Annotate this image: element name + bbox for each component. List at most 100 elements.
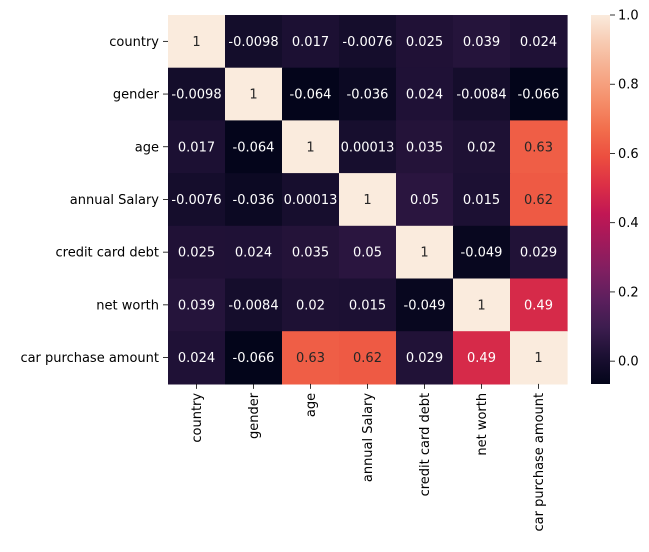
heatmap-cell — [453, 225, 511, 280]
cell-annotation: -0.066 — [518, 88, 560, 103]
cell-annotation: -0.049 — [404, 298, 446, 313]
cell-annotation: -0.0084 — [456, 88, 506, 103]
cell-annotation: 0.029 — [406, 351, 443, 366]
cell-annotation: 0.00013 — [341, 140, 395, 155]
colorbar-ticks: 0.0 0.2 0.4 0.6 0.8 1.0 — [610, 9, 639, 370]
x-tick-label: country — [190, 393, 205, 443]
heatmap-cell — [453, 278, 511, 332]
heatmap-cell — [168, 120, 226, 174]
y-axis: country gender age annual Salary credit card… — [20, 35, 168, 366]
heatmap-cell — [225, 67, 283, 121]
heatmap-cell — [168, 173, 226, 227]
heatmap-cell — [225, 173, 283, 227]
cell-annotations: 1 -0.0098 0.017 -0.0076 0.025 0.039 0.024 -0.00… — [171, 35, 559, 366]
cell-annotation: 0.035 — [292, 246, 329, 261]
heatmap-cell — [339, 67, 397, 121]
x-tick-label: net worth — [475, 393, 490, 456]
heatmap-cell — [282, 120, 340, 174]
cell-annotation: 1 — [534, 351, 542, 366]
cell-annotation: 0.024 — [235, 246, 272, 261]
x-tick-label: car purchase amount — [532, 393, 547, 532]
heatmap-cell — [510, 225, 568, 280]
heatmap-cell — [168, 67, 226, 121]
cell-annotation: 0.029 — [520, 246, 557, 261]
heatmap-cell — [510, 15, 568, 69]
cell-annotation: 0.63 — [296, 351, 325, 366]
colorbar-tick-label: 0.4 — [618, 216, 639, 231]
cell-annotation: 0.035 — [406, 140, 443, 155]
heatmap-cell — [168, 15, 226, 69]
cell-annotation: 0.49 — [524, 298, 553, 313]
heatmap-cell — [510, 67, 568, 121]
colorbar-tick-label: 1.0 — [618, 9, 639, 24]
heatmap-cell — [339, 225, 397, 280]
cell-annotation: 0.039 — [463, 35, 500, 50]
cell-annotation: 1 — [306, 140, 314, 155]
heatmap-cell — [282, 15, 340, 69]
cell-annotation: 0.017 — [178, 140, 215, 155]
cell-annotation: 1 — [420, 246, 428, 261]
cell-annotation: 0.025 — [406, 35, 443, 50]
cell-annotation: -0.0084 — [228, 298, 278, 313]
x-tick-label: credit card debt — [418, 393, 433, 497]
heatmap-cell — [453, 331, 511, 385]
colorbar: 0.0 0.2 0.4 0.6 0.8 1.0 — [591, 9, 639, 384]
heatmap-cell — [282, 331, 340, 385]
cell-annotation: 1 — [192, 35, 200, 50]
cell-annotation: -0.064 — [290, 88, 332, 103]
colorbar-tick-label: 0.0 — [618, 355, 639, 370]
y-tick-label: country — [109, 35, 159, 50]
cell-annotation: 1 — [249, 88, 257, 103]
heatmap-cell — [339, 173, 397, 227]
cell-annotation: 0.017 — [292, 35, 329, 50]
x-tick-label: age — [304, 393, 319, 417]
heatmap-cell — [510, 120, 568, 174]
heatmap-cell — [396, 331, 454, 385]
colorbar-tick-label: 0.2 — [618, 285, 639, 300]
heatmap-cell — [339, 331, 397, 385]
y-tick-label: car purchase amount — [20, 351, 159, 366]
heatmap-cells — [168, 15, 568, 385]
cell-annotation: -0.066 — [233, 351, 275, 366]
cell-annotation: 0.02 — [296, 298, 325, 313]
cell-annotation: 0.62 — [524, 193, 553, 208]
cell-annotation: -0.036 — [347, 88, 389, 103]
cell-annotation: -0.0098 — [171, 88, 221, 103]
x-tick-label: annual Salary — [361, 393, 376, 483]
cell-annotation: 0.02 — [467, 140, 496, 155]
cell-annotation: -0.036 — [233, 193, 275, 208]
cell-annotation: 0.025 — [178, 246, 215, 261]
heatmap-cell — [225, 225, 283, 280]
y-tick-label: annual Salary — [70, 193, 160, 208]
cell-annotation: 0.05 — [353, 246, 382, 261]
heatmap-cell — [396, 225, 454, 280]
cell-annotation: 1 — [363, 193, 371, 208]
cell-annotation: 0.63 — [524, 140, 553, 155]
heatmap-cell — [168, 331, 226, 385]
cell-annotation: -0.0076 — [342, 35, 392, 50]
colorbar-tick-label: 0.8 — [618, 78, 639, 93]
heatmap-cell — [339, 120, 397, 174]
cell-annotation: 0.024 — [520, 35, 557, 50]
cell-annotation: -0.0098 — [228, 35, 278, 50]
heatmap-cell — [225, 120, 283, 174]
x-tick-label: gender — [247, 392, 262, 439]
y-tick-label: net worth — [96, 298, 159, 313]
heatmap-cell — [453, 15, 511, 69]
heatmap-cell — [396, 15, 454, 69]
heatmap-cell — [225, 331, 283, 385]
heatmap-cell — [282, 67, 340, 121]
cell-annotation: 0.039 — [178, 298, 215, 313]
y-tick-label: credit card debt — [55, 246, 159, 261]
heatmap-cell — [339, 15, 397, 69]
cell-annotation: 0.00013 — [284, 193, 338, 208]
heatmap-cell — [510, 173, 568, 227]
heatmap-cell — [396, 173, 454, 227]
heatmap-cell — [510, 278, 568, 332]
heatmap-cell — [396, 278, 454, 332]
heatmap-cell — [510, 331, 568, 385]
colorbar-gradient — [591, 15, 610, 384]
x-axis: country gender age annual Salary credit card… — [190, 383, 547, 532]
heatmap-cell — [282, 225, 340, 280]
